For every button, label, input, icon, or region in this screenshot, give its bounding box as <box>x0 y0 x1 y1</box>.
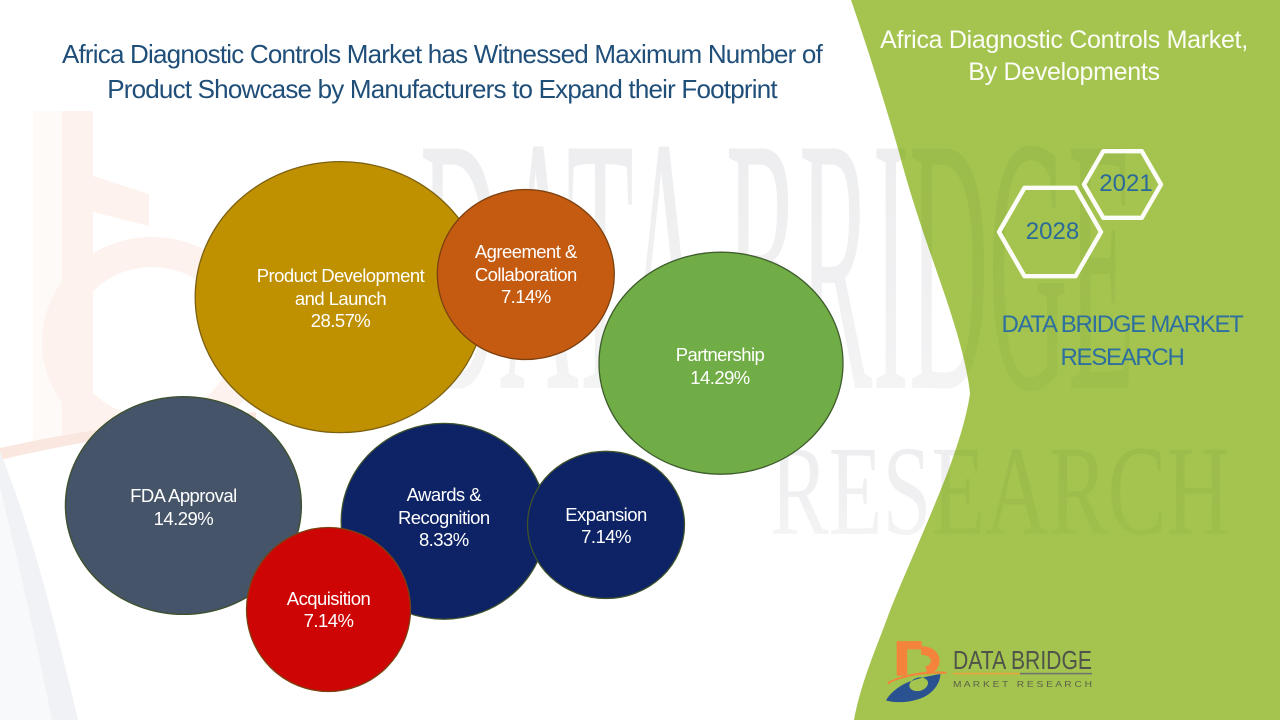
svg-text:DATA BRIDGE: DATA BRIDGE <box>953 647 1092 675</box>
svg-text:M A R K E T R E S E A R C H: M A R K E T R E S E A R C H <box>953 679 1092 689</box>
